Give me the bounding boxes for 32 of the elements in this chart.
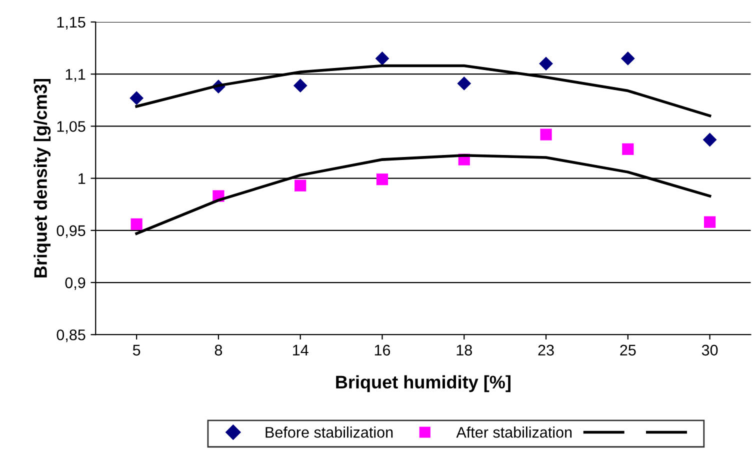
x-tick-label: 16 <box>374 344 390 356</box>
y-tick-label: 1,05 <box>57 121 86 134</box>
y-tick-label: 0,9 <box>65 277 86 290</box>
point <box>620 52 635 66</box>
point <box>540 128 552 140</box>
x-tick-label: 23 <box>538 344 554 356</box>
y-tick-label: 0,85 <box>56 329 86 342</box>
x-tick-label: 30 <box>702 344 718 356</box>
point <box>293 78 308 93</box>
point <box>702 132 717 147</box>
y-tick-label: 1,1 <box>66 69 86 82</box>
x-axis-title: Briquet humidity [%] <box>336 375 510 392</box>
legend-label: Before stabilization <box>266 426 393 438</box>
legend-label: After stabilization <box>456 426 572 438</box>
x-tick-label: 18 <box>456 344 472 356</box>
y-tick-label: 0,95 <box>56 225 86 238</box>
y-tick-label: 1,15 <box>57 17 86 30</box>
point <box>130 91 144 106</box>
y-tick-label: 1 <box>78 173 86 184</box>
x-tick-label: 8 <box>214 344 222 356</box>
x-tick-label: 14 <box>293 344 308 356</box>
point <box>457 76 472 90</box>
point <box>622 143 634 155</box>
x-tick-label: 5 <box>132 344 140 356</box>
point <box>539 56 553 71</box>
point <box>376 174 388 186</box>
point <box>704 216 716 228</box>
point <box>130 218 142 230</box>
point <box>294 180 306 192</box>
point <box>375 52 390 66</box>
y-axis-title: Briquet density [g/cm3] <box>34 78 51 278</box>
x-tick-label: 25 <box>620 344 636 356</box>
